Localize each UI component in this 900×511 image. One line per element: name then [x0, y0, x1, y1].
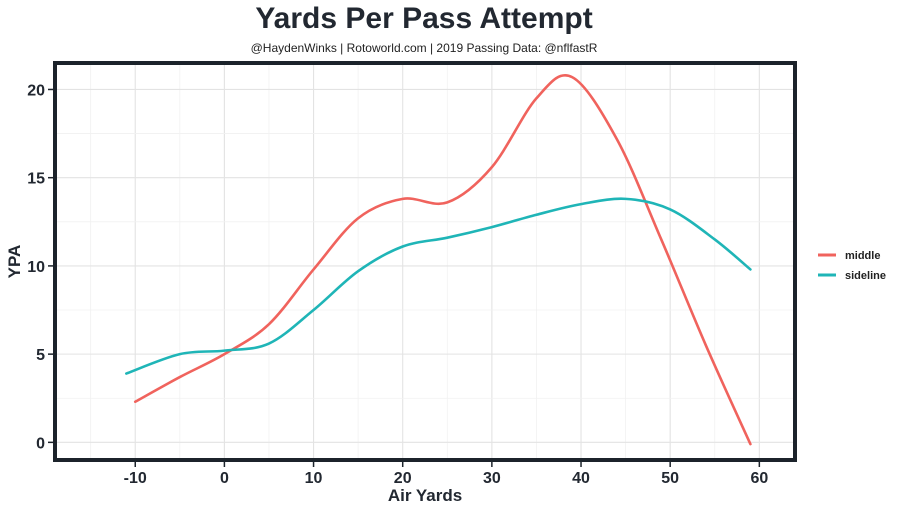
series-layer: [125, 74, 752, 446]
y-axis-title: YPA: [5, 245, 24, 279]
x-tick-label: 60: [750, 470, 768, 487]
x-tick-label: 10: [305, 470, 323, 487]
x-tick-label: 50: [661, 470, 679, 487]
legend-label-middle: middle: [845, 250, 880, 262]
x-tick-label: 30: [483, 470, 501, 487]
y-tick-label: 20: [27, 82, 45, 99]
x-tick-label: -10: [124, 470, 147, 487]
chart-title: Yards Per Pass Attempt: [255, 2, 593, 35]
x-tick-label: 0: [220, 470, 229, 487]
x-tick-label: 40: [572, 470, 590, 487]
grid-layer: [55, 63, 795, 460]
series-line-sideline: [125, 197, 752, 375]
series-line-middle: [133, 74, 752, 446]
legend-label-sideline: sideline: [845, 270, 886, 282]
plot-frame: [53, 61, 797, 462]
y-tick-label: 5: [36, 347, 45, 364]
y-tick-label: 15: [27, 171, 45, 188]
tick-layer: -10 0 10 20 30 40 50 60 0 5 10 15 20: [27, 82, 768, 487]
x-axis-title: Air Yards: [388, 486, 462, 505]
x-tick-label: 20: [394, 470, 412, 487]
y-tick-label: 0: [36, 435, 45, 452]
legend: middle sideline: [818, 250, 886, 282]
y-tick-label: 10: [27, 259, 45, 276]
chart-subtitle: @HaydenWinks | Rotoworld.com | 2019 Pass…: [250, 41, 598, 55]
